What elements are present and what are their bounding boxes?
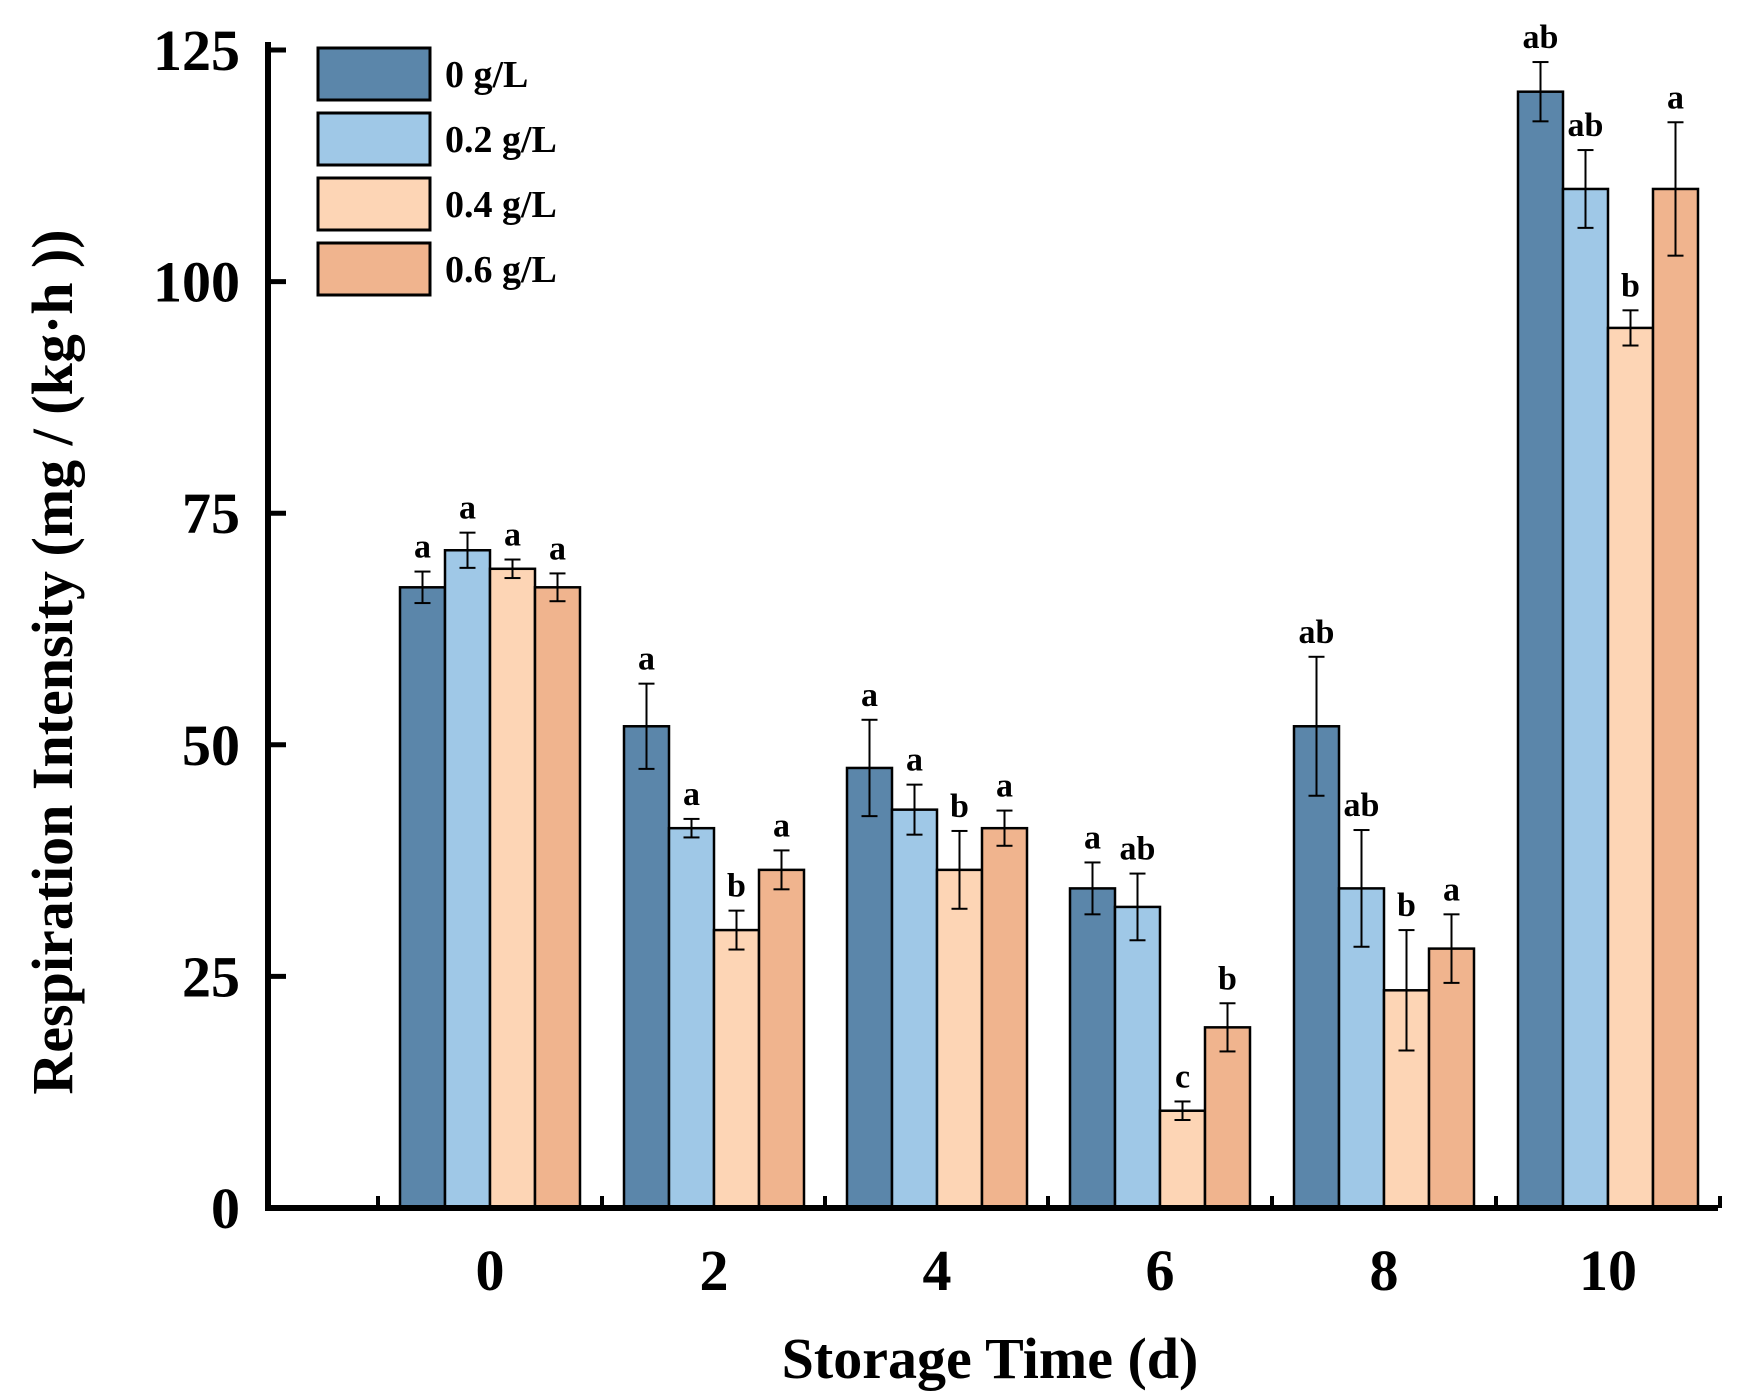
significance-letter: ab <box>1344 787 1380 824</box>
bar <box>1203 1026 1252 1210</box>
bar <box>533 586 582 1210</box>
significance-letter: b <box>1218 960 1237 997</box>
significance-letter: b <box>727 868 746 905</box>
significance-letter: a <box>906 742 923 779</box>
bar <box>1561 187 1610 1210</box>
y-tick-label: 50 <box>182 713 240 778</box>
significance-letter: a <box>549 530 566 567</box>
significance-letter: c <box>1175 1058 1190 1095</box>
y-tick-label: 0 <box>211 1176 240 1241</box>
legend-label: 0 g/L <box>445 54 528 96</box>
y-tick-label: 25 <box>182 944 240 1009</box>
significance-letter: ab <box>1568 107 1604 144</box>
y-axis-title: Respiration Intensity (mg / (kg·h )) <box>20 229 85 1094</box>
legend-swatch <box>316 46 432 102</box>
legend-label: 0.2 g/L <box>445 119 557 161</box>
bar <box>443 549 492 1210</box>
legend-swatch <box>316 241 432 297</box>
bar <box>1292 725 1341 1210</box>
bar <box>667 826 716 1210</box>
significance-letter: a <box>1667 79 1684 116</box>
bar <box>757 868 806 1210</box>
x-tick-label: 4 <box>923 1238 952 1303</box>
bar <box>1427 947 1476 1210</box>
bar <box>488 567 537 1210</box>
bar <box>1651 187 1700 1210</box>
significance-letter: a <box>1084 819 1101 856</box>
significance-letter: a <box>996 768 1013 805</box>
significance-letter: a <box>683 776 700 813</box>
significance-letter: ab <box>1299 614 1335 651</box>
legend-label: 0.6 g/L <box>445 249 557 291</box>
bar <box>1158 1109 1207 1210</box>
significance-letter: ab <box>1120 831 1156 868</box>
significance-letter: b <box>950 788 969 825</box>
bar <box>1606 326 1655 1210</box>
bar <box>1113 905 1162 1210</box>
bar <box>1068 887 1117 1210</box>
y-tick-label: 125 <box>153 18 240 83</box>
x-axis-title: Storage Time (d) <box>782 1326 1199 1391</box>
significance-letter: a <box>459 490 476 527</box>
x-tick-label: 6 <box>1146 1238 1175 1303</box>
bar <box>980 826 1029 1210</box>
bar <box>622 725 671 1210</box>
significance-letter: a <box>638 641 655 678</box>
legend-swatch <box>316 176 432 232</box>
x-tick-label: 8 <box>1370 1238 1399 1303</box>
significance-letter: a <box>504 517 521 554</box>
bar <box>845 766 894 1210</box>
significance-letter: a <box>414 529 431 566</box>
significance-letter: a <box>861 677 878 714</box>
significance-letter: ab <box>1523 19 1559 56</box>
bar <box>935 868 984 1210</box>
x-tick-label: 2 <box>700 1238 729 1303</box>
legend-label: 0.4 g/L <box>445 184 557 226</box>
y-tick-label: 75 <box>182 481 240 546</box>
y-tick-label: 100 <box>153 250 240 315</box>
x-tick-label: 0 <box>476 1238 505 1303</box>
legend: 0 g/L 0.2 g/L 0.4 g/L 0.6 g/L <box>316 46 557 297</box>
significance-letter: b <box>1397 887 1416 924</box>
significance-letter: a <box>1443 871 1460 908</box>
legend-swatch <box>316 111 432 167</box>
axes-layer: 0 25 50 75 100 125 0 2 4 6 8 10 <box>153 18 1722 1303</box>
bar <box>1516 90 1565 1210</box>
bar <box>712 928 761 1210</box>
bar <box>890 808 939 1210</box>
significance-letter: b <box>1621 267 1640 304</box>
x-tick-label: 10 <box>1579 1238 1637 1303</box>
significance-letter: a <box>773 807 790 844</box>
bar <box>398 586 447 1210</box>
